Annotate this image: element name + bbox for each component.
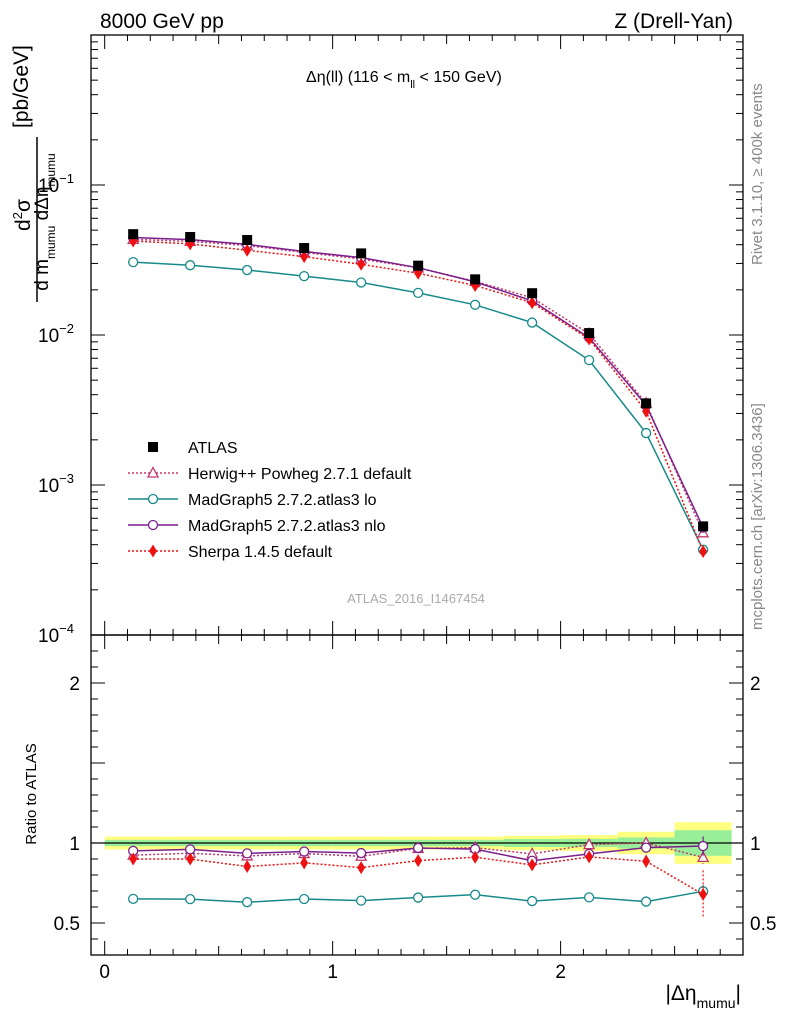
ratio-point-madgraph5-2-7-2-atlas3-lo [412,892,424,903]
legend-marker-atlas [148,442,158,452]
legend-label-madgraph5-2-7-2-atlas3-nlo: MadGraph5 2.7.2.atlas3 nlo [188,518,386,535]
ratio-point-sherpa-1-4-5-default [471,850,480,864]
legend-label-herwig-powheg-2-7-1-default: Herwig++ Powheg 2.7.1 default [188,466,412,483]
y-tick-label: 10−2 [38,321,74,347]
data-point-atlas [413,260,424,271]
data-point-atlas [470,274,481,285]
ratio-line-sherpa-1-4-5-default [133,856,704,896]
data-point-sherpa-1-4-5-default [300,250,309,264]
ratio-point-sherpa-1-4-5-default [585,850,594,864]
data-point-madgraph5-2-7-2-atlas3-lo [242,264,253,276]
ratio-point-madgraph5-2-7-2-atlas3-nlo [355,847,367,859]
legend-marker-madgraph5-2-7-2-atlas3-lo [147,493,159,505]
data-point-sherpa-1-4-5-default [528,296,537,310]
ratio-y-tick-label: 2 [750,674,761,695]
y-tick-label: 10−1 [38,171,74,197]
data-point-madgraph5-2-7-2-atlas3-lo [526,317,538,328]
ratio-y-tick-label: 0.5 [750,914,776,935]
x-tick-label: 2 [555,962,566,983]
ratio-point-sherpa-1-4-5-default [357,861,366,875]
ratio-point-sherpa-1-4-5-default [699,887,708,901]
y-label-units: [pb/GeV] [10,45,33,128]
ratio-point-sherpa-1-4-5-default [300,856,309,870]
data-point-madgraph5-2-7-2-atlas3-lo [185,260,196,271]
ratio-point-sherpa-1-4-5-default [642,854,651,868]
legend-marker-sherpa-1-4-5-default [149,544,157,558]
data-point-sherpa-1-4-5-default [357,257,366,271]
ratio-point-madgraph5-2-7-2-atlas3-lo [299,893,310,905]
x-tick-label: 1 [327,962,338,983]
ratio-point-sherpa-1-4-5-default [414,854,423,868]
data-point-atlas [356,248,367,259]
data-point-sherpa-1-4-5-default [243,243,252,257]
data-point-atlas [128,229,139,240]
ratio-point-sherpa-1-4-5-default [528,858,537,872]
ratio-point-madgraph5-2-7-2-atlas3-nlo [697,840,709,852]
ratio-point-madgraph5-2-7-2-atlas3-nlo [299,846,310,857]
data-point-sherpa-1-4-5-default [699,545,708,559]
mcplots-label: mcplots.cern.ch [arXiv:1306.3436] [749,403,766,630]
y-label-denominator: d mmumu dΔηmumu [32,153,58,290]
ratio-point-madgraph5-2-7-2-atlas3-lo [640,896,652,907]
data-point-madgraph5-2-7-2-atlas3-lo [640,427,652,439]
ratio-point-herwig-powheg-2-7-1-default [697,850,710,863]
header-right: Z (Drell-Yan) [614,10,733,33]
ratio-point-madgraph5-2-7-2-atlas3-lo [583,892,595,903]
legend-label-atlas: ATLAS [188,440,238,457]
analysis-id: ATLAS_2016_I1467454 [347,591,485,606]
ratio-panel: 2 2 1 1 0.5 0.5 0 1 2 [54,634,776,983]
ratio-point-madgraph5-2-7-2-atlas3-nlo [242,848,253,859]
main-title: Δη(ll) (116 < mll < 150 GeV) [306,69,502,91]
ratio-point-madgraph5-2-7-2-atlas3-lo [469,889,481,900]
ratio-frame [90,634,744,956]
ratio-point-madgraph5-2-7-2-atlas3-lo [128,893,139,904]
ratio-point-madgraph5-2-7-2-atlas3-lo [185,894,196,905]
ratio-y-label: Ratio to ATLAS [23,743,40,844]
ratio-point-sherpa-1-4-5-default [186,852,195,866]
ratio-point-herwig-powheg-2-7-1-default [583,837,596,850]
data-point-atlas [584,328,595,339]
ratio-y-tick-label: 1 [69,834,80,855]
header-left: 8000 GeV pp [100,10,224,33]
data-point-madgraph5-2-7-2-atlas3-lo [299,270,310,282]
ratio-point-madgraph5-2-7-2-atlas3-lo [242,897,253,908]
data-point-madgraph5-2-7-2-atlas3-lo [583,354,595,366]
legend-label-madgraph5-2-7-2-atlas3-lo: MadGraph5 2.7.2.atlas3 lo [188,492,377,509]
data-point-atlas [185,232,196,243]
data-point-madgraph5-2-7-2-atlas3-lo [355,277,367,288]
data-point-atlas [299,243,310,254]
ratio-y-tick-label: 0.5 [54,914,80,935]
data-point-madgraph5-2-7-2-atlas3-lo [469,299,481,310]
legend-marker-madgraph5-2-7-2-atlas3-nlo [147,519,159,531]
ratio-point-madgraph5-2-7-2-atlas3-nlo [640,842,652,853]
data-point-atlas [641,398,652,409]
rivet-label: Rivet 3.1.10, ≥ 400k events [749,83,766,265]
x-tick-label: 0 [99,962,110,983]
x-axis-label: |Δηmumu| [665,982,741,1011]
main-panel: 10−1 10−2 10−3 10−4 Δη(ll) (116 < mll < 150… [38,34,744,647]
ratio-point-madgraph5-2-7-2-atlas3-nlo [412,842,424,854]
ratio-point-sherpa-1-4-5-default [243,860,252,874]
ratio-point-madgraph5-2-7-2-atlas3-lo [526,895,538,907]
data-point-atlas [698,521,709,532]
data-point-atlas [527,288,538,299]
ratio-point-sherpa-1-4-5-default [129,852,138,866]
series-line-herwig-powheg-2-7-1-default [133,238,704,534]
data-point-atlas [242,234,253,245]
y-tick-label: 10−4 [38,621,74,647]
y-label-numerator: d2σ [10,199,35,231]
data-point-madgraph5-2-7-2-atlas3-lo [128,256,139,268]
ratio-y-tick-label: 2 [69,674,80,695]
y-tick-label: 10−3 [38,471,74,497]
legend-label-sherpa-1-4-5-default: Sherpa 1.4.5 default [188,544,333,561]
legend-marker-herwig-powheg-2-7-1-default [146,466,160,478]
series-line-madgraph5-2-7-2-atlas3-nlo [133,236,704,528]
legend: ATLAS Herwig++ Powheg 2.7.1 default MadGra… [128,440,412,561]
ratio-y-tick-label: 1 [750,834,761,855]
ratio-point-madgraph5-2-7-2-atlas3-lo [355,895,367,906]
y-axis-label: d2σ d mmumu dΔηmumu [pb/GeV] [10,45,58,302]
data-point-madgraph5-2-7-2-atlas3-lo [412,287,424,298]
